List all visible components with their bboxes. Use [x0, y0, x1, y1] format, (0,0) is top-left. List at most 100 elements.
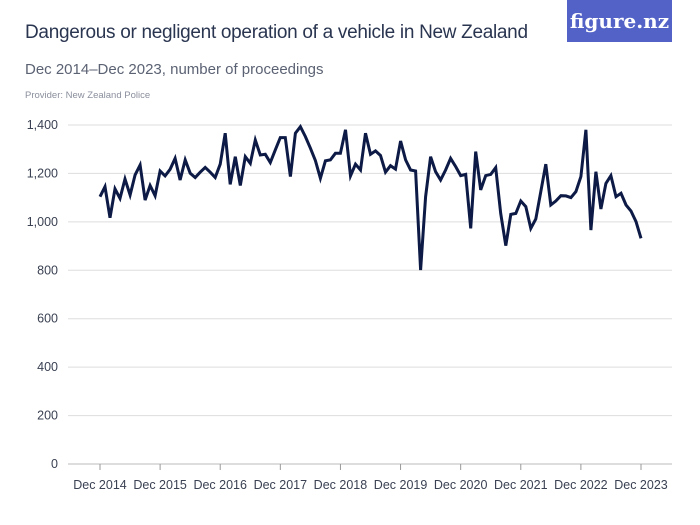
data-point: [389, 164, 392, 167]
data-point: [269, 161, 272, 164]
data-point: [579, 175, 582, 178]
data-point: [229, 183, 232, 186]
data-point: [109, 216, 112, 219]
data-point: [99, 195, 102, 198]
data-point: [139, 163, 142, 166]
data-point: [494, 166, 497, 169]
x-tick-label: Dec 2017: [254, 478, 308, 492]
data-point: [214, 176, 217, 179]
data-point: [459, 174, 462, 177]
data-point: [274, 148, 277, 151]
y-tick-label: 1,200: [27, 166, 58, 180]
data-point: [194, 176, 197, 179]
data-point: [619, 192, 622, 195]
data-point: [444, 169, 447, 172]
x-tick-label: Dec 2014: [73, 478, 127, 492]
data-provider: Provider: New Zealand Police: [25, 90, 151, 101]
y-tick-label: 1,400: [27, 118, 58, 132]
data-point: [154, 194, 157, 197]
data-point: [529, 227, 532, 230]
data-point: [149, 184, 152, 187]
data-point: [324, 159, 327, 162]
data-point: [239, 184, 242, 187]
data-point: [279, 136, 282, 139]
data-point: [594, 170, 597, 173]
data-point: [159, 170, 162, 173]
data-point: [289, 175, 292, 178]
data-point: [484, 174, 487, 177]
data-point: [640, 237, 643, 240]
data-point: [634, 220, 637, 223]
data-point: [294, 132, 297, 135]
data-point: [504, 244, 507, 247]
data-point: [249, 162, 252, 165]
y-tick-label: 600: [37, 312, 58, 326]
data-point: [244, 155, 247, 158]
data-point: [519, 200, 522, 203]
data-point: [119, 197, 122, 200]
data-point: [399, 139, 402, 142]
data-point: [204, 166, 207, 169]
data-point: [164, 174, 167, 177]
data-point: [304, 135, 307, 138]
data-point: [499, 212, 502, 215]
data-point: [339, 152, 342, 155]
data-point: [514, 212, 517, 215]
data-point: [354, 163, 357, 166]
data-point: [414, 170, 417, 173]
data-point: [344, 128, 347, 131]
y-tick-label: 400: [37, 360, 58, 374]
data-point: [129, 193, 132, 196]
data-point: [464, 173, 467, 176]
data-point: [169, 168, 172, 171]
data-point: [189, 172, 192, 175]
data-point: [184, 158, 187, 161]
data-point: [614, 195, 617, 198]
data-point: [434, 170, 437, 173]
data-point: [284, 136, 287, 139]
data-point: [174, 157, 177, 160]
data-point: [224, 132, 227, 135]
data-point: [489, 173, 492, 176]
data-point: [299, 125, 302, 128]
data-point: [409, 169, 412, 172]
data-point: [364, 132, 367, 135]
data-point: [439, 178, 442, 181]
x-tick-label: Dec 2022: [554, 478, 608, 492]
x-tick-label: Dec 2019: [374, 478, 428, 492]
data-point: [124, 177, 127, 180]
data-point: [509, 213, 512, 216]
data-point: [534, 217, 537, 220]
data-point: [114, 187, 117, 190]
x-tick-label: Dec 2018: [314, 478, 368, 492]
data-point: [604, 182, 607, 185]
data-point: [234, 155, 237, 158]
data-point: [209, 171, 212, 174]
figure-nz-logo[interactable]: figure.nz: [567, 0, 672, 42]
data-point: [369, 153, 372, 156]
y-tick-label: 0: [51, 457, 58, 471]
x-tick-label: Dec 2021: [494, 478, 548, 492]
data-point: [134, 173, 137, 176]
chart-title: Dangerous or negligent operation of a ve…: [25, 22, 528, 43]
data-point: [609, 174, 612, 177]
x-tick-label: Dec 2023: [614, 478, 668, 492]
data-point: [359, 169, 362, 172]
data-point: [454, 165, 457, 168]
series-line: [98, 123, 643, 271]
chart-subtitle: Dec 2014–Dec 2023, number of proceedings: [25, 61, 324, 78]
data-point: [474, 150, 477, 153]
data-point: [544, 163, 547, 166]
data-point: [574, 190, 577, 193]
y-tick-label: 800: [37, 263, 58, 277]
data-point: [479, 188, 482, 191]
data-point: [329, 158, 332, 161]
data-point: [404, 158, 407, 161]
data-point: [219, 163, 222, 166]
data-point: [554, 200, 557, 203]
data-point: [569, 196, 572, 199]
x-tick-label: Dec 2015: [133, 478, 187, 492]
data-point: [559, 194, 562, 197]
data-point: [264, 153, 267, 156]
data-point: [419, 269, 422, 272]
